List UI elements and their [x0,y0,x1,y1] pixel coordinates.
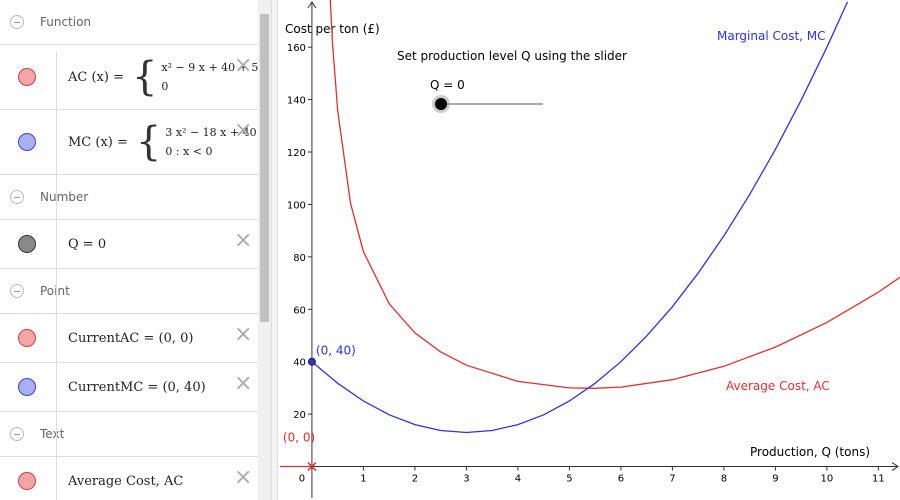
y-tick-label: 160 [287,43,306,54]
y-axis-arrow [307,1,317,9]
item-label: CurrentMC = (0, 40) [68,379,206,395]
algebra-item[interactable]: CurrentMC = (0, 40) × [0,363,258,412]
y-tick-label: 100 [287,200,306,211]
point-label: (0, 0) [283,431,315,445]
y-tick-label: 40 [293,358,306,369]
x-tick-label: 8 [721,474,727,485]
item-label: AC (x) = [68,69,124,85]
curve-label: Marginal Cost, MC [717,29,826,43]
algebra-item[interactable]: Average Cost, AC × [0,457,258,500]
curve [329,0,900,389]
x-axis-arrow [891,462,899,471]
section-title: Function [40,15,92,29]
brace: { [131,54,158,100]
y-tick-label: 20 [293,410,306,421]
x-tick-label: 4 [515,474,521,485]
x-tick-label: 2 [412,474,418,485]
section-header[interactable]: Text [0,412,258,457]
visibility-toggle[interactable] [18,329,36,347]
delete-button[interactable]: × [234,465,253,490]
item-label: CurrentAC = (0, 0) [68,330,194,346]
case-text: 3 x² − 18 x + 40 : x ≥ 0 [165,126,258,139]
section-title: Number [40,190,89,204]
case-text: 0 [161,80,169,93]
section-header[interactable]: Point [0,269,258,314]
algebra-item[interactable]: Q = 0 × [0,220,258,269]
item-label: Q = 0 [68,236,107,252]
x-tick-label: 11 [872,474,885,485]
y-tick-label: 140 [287,96,306,107]
delete-button[interactable]: × [234,228,253,253]
x-tick-label: 3 [463,474,469,485]
y-tick-label: 120 [287,148,306,159]
section-title: Point [40,284,70,298]
x-axis-label: Production, Q (tons) [750,445,870,459]
case-text: x² − 9 x + 40 + 50/x [161,61,258,74]
visibility-toggle[interactable] [18,68,36,86]
delete-button[interactable]: × [234,118,253,143]
view-divider[interactable] [271,0,278,500]
cases: x² − 9 x + 40 + 50/x 0 [161,61,258,93]
x-tick-label: 9 [772,474,778,485]
algebra-item[interactable]: AC (x) = {x² − 9 x + 40 + 50/x 0 × [0,45,258,110]
visibility-toggle[interactable] [18,133,36,151]
section-title: Text [40,427,65,441]
case-text: 0 : x < 0 [165,145,213,158]
point-marker[interactable] [307,357,316,366]
collapse-icon[interactable] [10,190,24,204]
curves [280,0,900,468]
visibility-toggle[interactable] [18,235,36,253]
delete-button[interactable]: × [234,322,253,347]
x-tick-label: 0 [299,474,305,485]
collapse-icon[interactable] [10,284,24,298]
x-tick-label: 6 [618,474,624,485]
scrollbar[interactable] [258,0,271,500]
x-tick-label: 10 [821,474,834,485]
delete-button[interactable]: × [234,53,253,78]
cases: 3 x² − 18 x + 40 : x ≥ 0 0 : x < 0 [165,126,258,158]
algebra-item[interactable]: MC (x) = {3 x² − 18 x + 40 : x ≥ 0 0 : x <… [0,110,258,175]
x-tick-label: 7 [669,474,675,485]
algebra-item[interactable]: CurrentAC = (0, 0) × [0,314,258,363]
instruction-text: Set production level Q using the slider [397,49,627,63]
collapse-icon[interactable] [10,15,24,29]
point-marker[interactable] [307,462,317,472]
collapse-icon[interactable] [10,427,24,441]
visibility-toggle[interactable] [18,378,36,396]
slider-label: Q = 0 [430,78,465,92]
item-label: Average Cost, AC [68,473,184,489]
point-label: (0, 40) [316,344,356,358]
delete-button[interactable]: × [234,371,253,396]
item-label: MC (x) = [68,134,128,150]
visibility-toggle[interactable] [18,472,36,490]
scroll-thumb[interactable] [260,14,269,322]
section-header[interactable]: Function [0,0,258,45]
slider-knob[interactable] [435,98,447,110]
curve [311,1,849,434]
curve-label: Average Cost, AC [726,379,830,393]
x-tick-label: 1 [360,474,366,485]
x-tick-label: 5 [566,474,572,485]
y-tick-label: 60 [293,305,306,316]
y-tick-label: 80 [293,253,306,264]
section-header[interactable]: Number [0,175,258,220]
brace: { [135,119,162,165]
